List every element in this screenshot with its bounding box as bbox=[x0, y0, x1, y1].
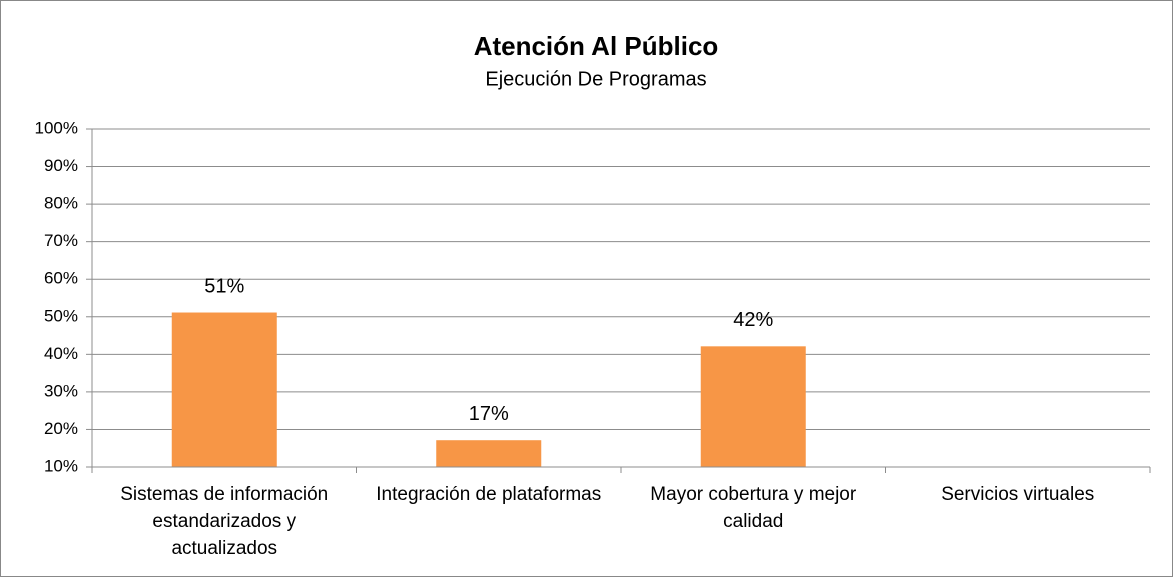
y-tick-label: 10% bbox=[44, 456, 78, 475]
y-tick-label: 100% bbox=[35, 118, 78, 137]
y-tick-label: 20% bbox=[44, 419, 78, 438]
x-tick-label: Servicios virtuales bbox=[941, 484, 1094, 505]
x-tick-label: Mayor cobertura y mejor calidad bbox=[650, 484, 857, 532]
y-tick-label: 90% bbox=[44, 156, 78, 175]
y-tick-label: 50% bbox=[44, 306, 78, 325]
bar bbox=[700, 346, 806, 468]
bar bbox=[436, 440, 542, 468]
y-tick-label: 30% bbox=[44, 381, 78, 400]
data-label: 51% bbox=[204, 275, 244, 297]
bar bbox=[171, 312, 277, 468]
chart-subtitle: Ejecución De Programas bbox=[485, 68, 706, 90]
data-label: 17% bbox=[469, 403, 509, 425]
y-tick-label: 80% bbox=[44, 194, 78, 213]
x-tick-label: Integración de plataformas bbox=[376, 484, 601, 505]
y-tick-label: 60% bbox=[44, 269, 78, 288]
chart-title: Atención Al Público bbox=[474, 31, 719, 61]
y-tick-label: 70% bbox=[44, 231, 78, 250]
y-tick-label: 40% bbox=[44, 344, 78, 363]
data-label: 42% bbox=[733, 309, 773, 331]
